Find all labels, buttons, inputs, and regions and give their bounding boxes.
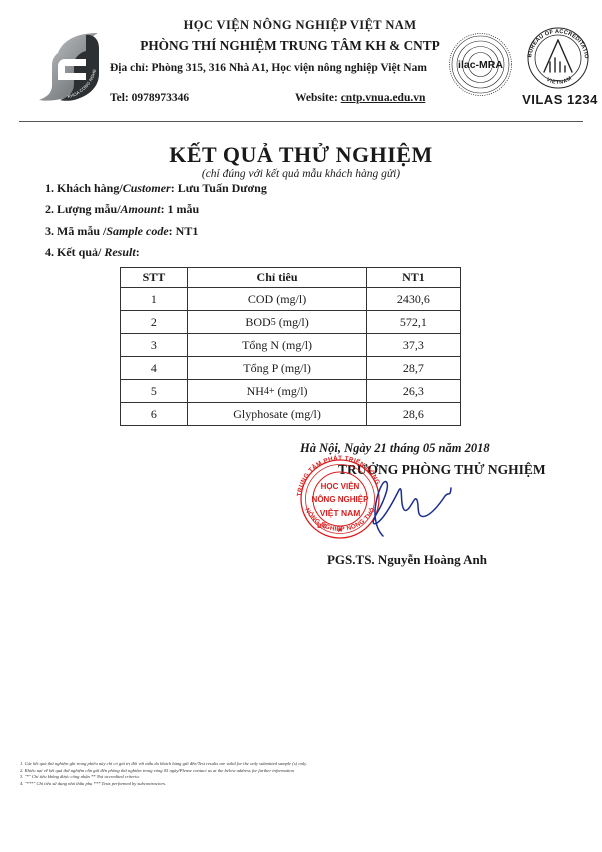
svg-text:VIETNAM: VIETNAM bbox=[545, 75, 573, 85]
svg-text:BỘ: BỘ bbox=[317, 521, 327, 530]
svg-text:★: ★ bbox=[337, 525, 344, 534]
svg-text:ilac-MRA: ilac-MRA bbox=[458, 59, 503, 71]
svg-text:HỌC VIỆN: HỌC VIỆN bbox=[321, 482, 360, 491]
